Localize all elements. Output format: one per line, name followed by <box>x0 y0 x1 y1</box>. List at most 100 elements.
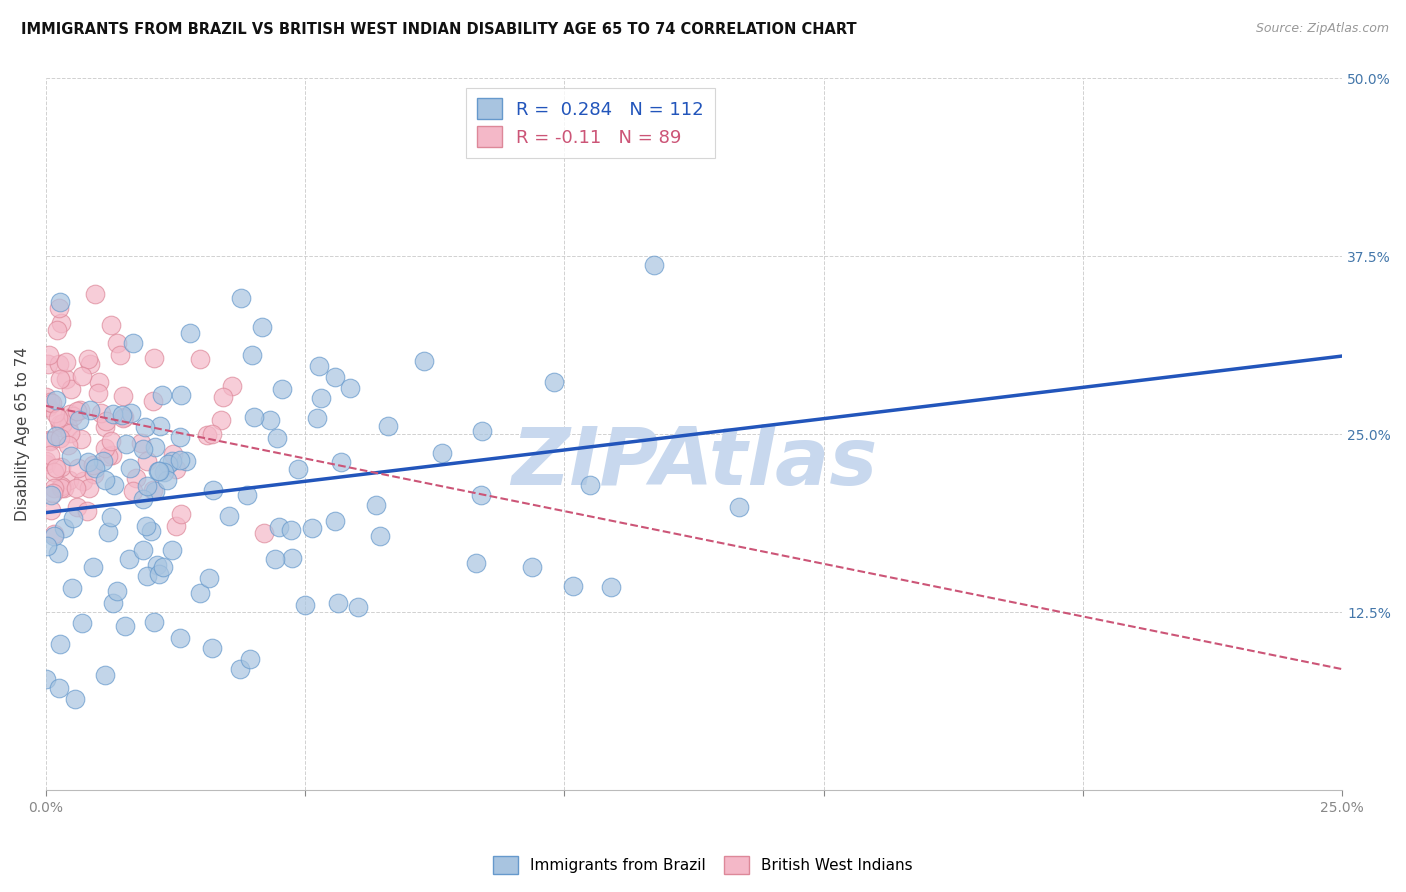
Point <box>38 434 60 448</box>
Point <box>212 390 235 404</box>
Point <box>59 382 82 396</box>
Point <box>49 460 72 475</box>
Point <box>41 396 63 410</box>
Point <box>162 447 184 461</box>
Point <box>38 448 60 462</box>
Point <box>49 431 72 445</box>
Point <box>103 477 125 491</box>
Point <box>62 510 84 524</box>
Point <box>77 352 100 367</box>
Point <box>579 478 602 492</box>
Point <box>240 348 263 362</box>
Point <box>48 637 70 651</box>
Point <box>49 294 72 309</box>
Point <box>301 521 323 535</box>
Point <box>114 619 136 633</box>
Point <box>280 523 302 537</box>
Point <box>94 414 117 428</box>
Point <box>471 424 494 438</box>
Point <box>58 425 80 440</box>
Point <box>218 509 240 524</box>
Point <box>280 550 302 565</box>
Point <box>38 394 60 409</box>
Point <box>72 474 94 488</box>
Point <box>235 488 257 502</box>
Point <box>90 406 112 420</box>
Point <box>39 434 62 448</box>
Point <box>83 461 105 475</box>
Legend: R =  0.284   N = 112, R = -0.11   N = 89: R = 0.284 N = 112, R = -0.11 N = 89 <box>465 87 714 158</box>
Point <box>117 552 139 566</box>
Point <box>118 460 141 475</box>
Point <box>146 558 169 572</box>
Point <box>66 461 89 475</box>
Point <box>82 458 104 472</box>
Point <box>37 401 59 415</box>
Point <box>148 464 170 478</box>
Point <box>35 391 58 405</box>
Point <box>142 615 165 629</box>
Point <box>229 291 252 305</box>
Point <box>55 372 77 386</box>
Point <box>169 631 191 645</box>
Point <box>142 483 165 498</box>
Point <box>135 569 157 583</box>
Point <box>165 519 187 533</box>
Point <box>42 481 65 495</box>
Point <box>49 372 72 386</box>
Point <box>328 596 350 610</box>
Point <box>464 556 486 570</box>
Point <box>287 462 309 476</box>
Point <box>197 428 219 442</box>
Point <box>42 527 65 541</box>
Point <box>169 453 191 467</box>
Point <box>100 509 122 524</box>
Point <box>152 560 174 574</box>
Point <box>38 348 60 362</box>
Point <box>42 465 65 479</box>
Point <box>62 409 84 423</box>
Point <box>305 410 328 425</box>
Point <box>250 320 273 334</box>
Point <box>70 616 93 631</box>
Point <box>146 464 169 478</box>
Point <box>134 420 156 434</box>
Point <box>105 583 128 598</box>
Point <box>82 559 104 574</box>
Point <box>176 453 198 467</box>
Point <box>45 461 67 475</box>
Point <box>323 369 346 384</box>
Point <box>543 375 565 389</box>
Point <box>100 318 122 332</box>
Point <box>125 471 148 485</box>
Point <box>201 483 224 497</box>
Point <box>142 394 165 409</box>
Point <box>229 662 252 676</box>
Point <box>89 375 111 389</box>
Point <box>520 559 543 574</box>
Point <box>135 454 157 468</box>
Point <box>35 454 58 468</box>
Point <box>643 259 665 273</box>
Point <box>169 430 191 444</box>
Point <box>67 412 90 426</box>
Point <box>59 407 82 421</box>
Point <box>48 546 70 560</box>
Legend: Immigrants from Brazil, British West Indians: Immigrants from Brazil, British West Ind… <box>488 850 918 880</box>
Point <box>60 449 83 463</box>
Point <box>111 411 134 425</box>
Point <box>243 409 266 424</box>
Point <box>152 465 174 479</box>
Point <box>76 504 98 518</box>
Point <box>309 391 332 405</box>
Point <box>48 681 70 695</box>
Point <box>259 413 281 427</box>
Point <box>58 473 80 487</box>
Point <box>160 542 183 557</box>
Point <box>179 326 201 340</box>
Point <box>142 351 165 366</box>
Point <box>115 437 138 451</box>
Point <box>170 388 193 402</box>
Point <box>94 420 117 434</box>
Point <box>120 406 142 420</box>
